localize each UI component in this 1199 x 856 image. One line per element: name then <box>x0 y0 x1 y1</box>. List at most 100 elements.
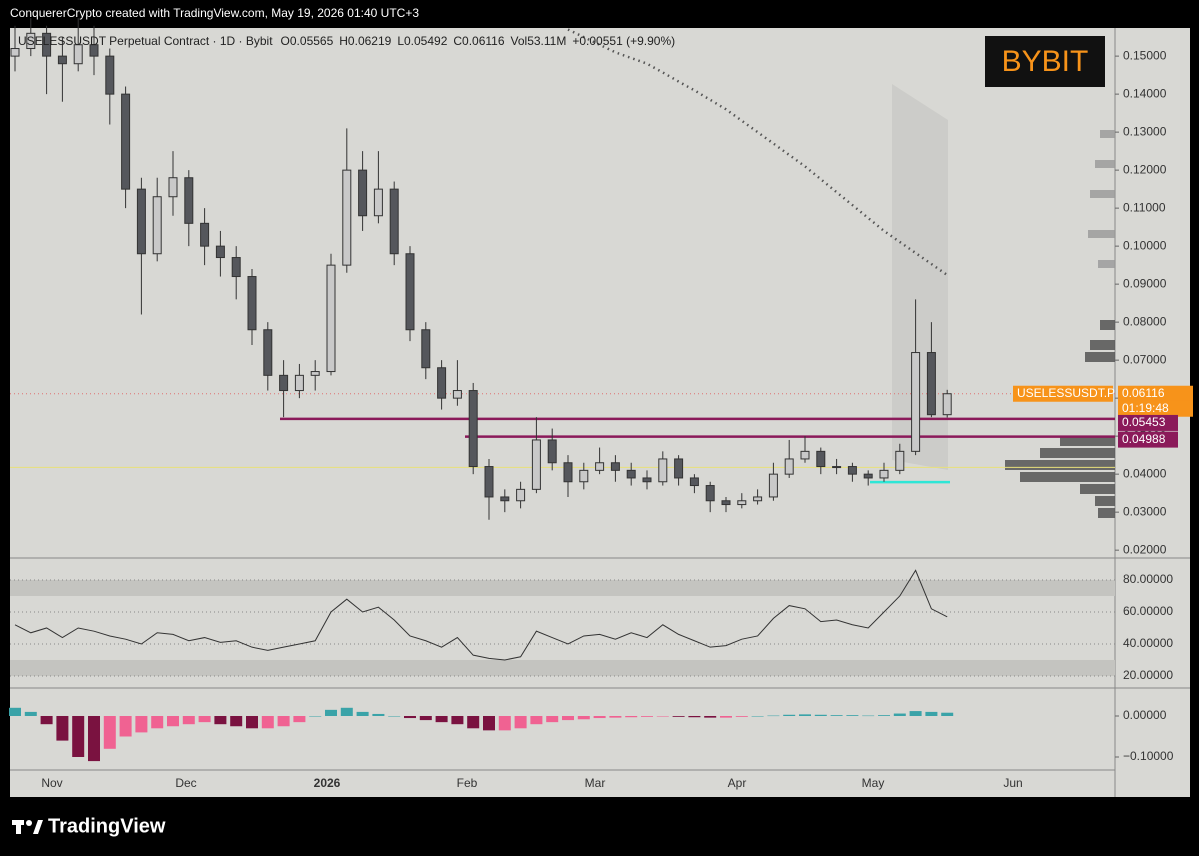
level-tag-box <box>1118 431 1178 448</box>
candle-body <box>263 329 273 376</box>
macd-bar <box>72 715 85 758</box>
candle-body <box>26 32 36 50</box>
macd-bar <box>88 715 100 762</box>
candle-body <box>705 485 715 502</box>
candle-body <box>911 352 921 452</box>
macd-bar <box>467 715 480 729</box>
legend-symbol: USELESSUSDT Perpetual Contract · 1D · By… <box>18 34 273 48</box>
macd-bar <box>135 715 148 733</box>
macd-bar <box>688 715 701 718</box>
macd-tick-label: −0.10000 <box>1123 749 1174 763</box>
legend: USELESSUSDT Perpetual Contract · 1D · By… <box>18 34 675 48</box>
macd-bar <box>909 711 922 716</box>
x-tick-label: Mar <box>585 776 606 790</box>
macd-bar <box>925 711 938 716</box>
candle-body <box>168 177 178 198</box>
exchange-logo <box>985 36 1105 87</box>
chart-area <box>10 28 1190 797</box>
macd-bar <box>562 715 574 721</box>
macd-bar <box>24 711 37 716</box>
candle-body <box>405 253 415 331</box>
legend-high: H0.06219 <box>339 34 391 48</box>
macd-bar <box>609 715 622 718</box>
candle-body <box>452 390 462 399</box>
countdown-tag-box <box>1118 400 1193 417</box>
candle-body <box>784 458 794 475</box>
exchange-name: BYBIT <box>1002 45 1089 78</box>
candle-body <box>10 48 20 57</box>
macd-bar <box>340 707 353 716</box>
macd-bar <box>230 715 243 727</box>
candle-body <box>942 393 952 416</box>
macd-bar <box>435 715 448 723</box>
candle-body <box>658 458 668 483</box>
candle-body <box>121 93 131 190</box>
candle-body <box>689 477 699 487</box>
macd-bar <box>198 715 211 723</box>
candle-body <box>294 374 304 392</box>
level-tag-box <box>1118 414 1178 431</box>
candle-body <box>136 188 146 255</box>
candle-body <box>73 44 83 65</box>
candle-body <box>547 439 557 464</box>
legend-change: +0.00551 (+9.90%) <box>572 34 675 48</box>
x-tick-label: Dec <box>175 776 196 790</box>
macd-bar <box>656 715 669 717</box>
macd-bar <box>720 715 732 718</box>
macd-bar <box>941 712 954 716</box>
countdown-tag: 01:19:48 <box>1122 401 1169 415</box>
rsi-tick-label: 60.00000 <box>1123 604 1173 618</box>
candle-body <box>215 245 225 259</box>
macd-bar <box>783 714 796 716</box>
footer-logo <box>12 820 43 834</box>
rsi-line <box>14 569 948 661</box>
candle-body <box>721 500 731 506</box>
candle-body <box>437 367 447 399</box>
y-tick-label: 0.08000 <box>1123 314 1167 328</box>
candle-body <box>89 44 99 57</box>
macd-tick-label: 0.00000 <box>1123 708 1167 722</box>
macd-bar <box>893 713 906 716</box>
macd-bar <box>878 715 890 716</box>
macd-bar <box>641 715 653 717</box>
candle-body <box>879 469 889 479</box>
candle-body <box>152 196 162 255</box>
candle-body <box>674 458 684 479</box>
macd-bar <box>356 711 369 716</box>
macd-bar <box>625 715 638 718</box>
macd-bar <box>814 714 827 716</box>
candle-body <box>531 439 541 490</box>
candle-body <box>484 466 494 498</box>
macd-bar <box>325 709 337 716</box>
macd-bar <box>846 715 859 716</box>
rsi-tick-label: 80.00000 <box>1123 572 1173 586</box>
y-tick-label: 0.02000 <box>1123 542 1167 556</box>
rsi-tick-label: 20.00000 <box>1123 668 1173 682</box>
candle-body <box>279 374 289 392</box>
candle-body <box>579 469 589 483</box>
x-tick-label: Apr <box>728 776 747 790</box>
macd-bar <box>388 715 401 717</box>
y-tick-label: 0.14000 <box>1123 86 1167 100</box>
legend-close: C0.06116 <box>453 34 504 48</box>
ticker-tag: USELESSUSDT.P <box>1017 386 1115 400</box>
legend-low: L0.05492 <box>397 34 447 48</box>
candle-body <box>421 329 431 369</box>
candle-body <box>516 488 526 502</box>
volume-profile-upper <box>1088 130 1115 268</box>
macd-bar <box>419 715 432 721</box>
candle-body <box>105 55 115 95</box>
macd-bar <box>735 715 748 717</box>
candle-body <box>373 188 383 217</box>
candle-body <box>500 496 510 502</box>
last-price-tag-box <box>1118 385 1193 402</box>
candle-body <box>42 32 52 57</box>
macd-bar <box>246 715 258 729</box>
macd-bar <box>214 715 227 725</box>
ticker-tag-box <box>1013 385 1113 402</box>
y-tick-label: 0.03000 <box>1123 504 1167 518</box>
volume-profile <box>1005 320 1115 518</box>
candle-body <box>389 188 399 255</box>
candle-body <box>626 469 636 479</box>
